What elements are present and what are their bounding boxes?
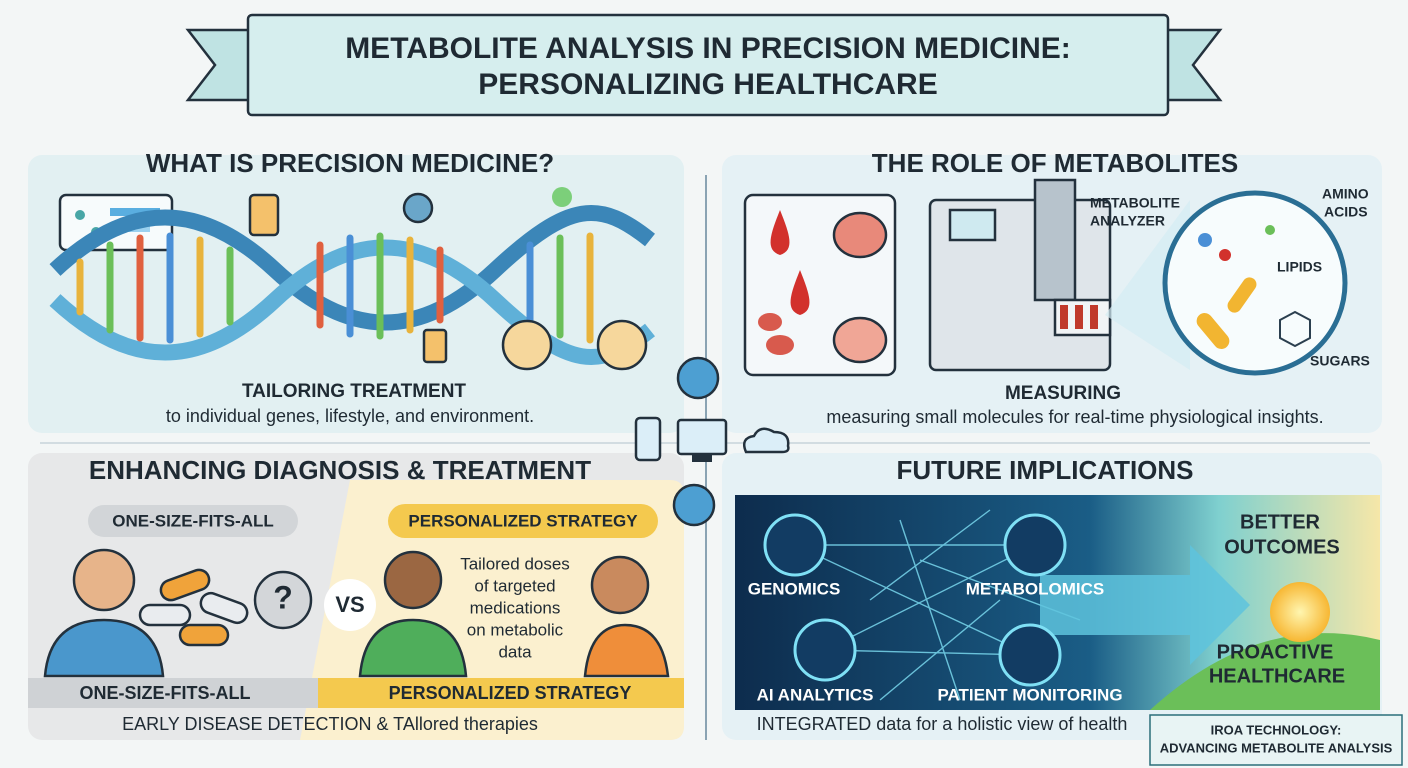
network bbox=[794, 509, 1081, 701]
badge-text: ADVANCING METABOLITE ANALYSIS bbox=[1160, 740, 1393, 755]
title-line: PERSONALIZING HEALTHCARE bbox=[478, 68, 937, 101]
footer-label: PERSONALIZED STRATEGY bbox=[389, 683, 632, 703]
badge-text: IROA TECHNOLOGY: bbox=[1211, 722, 1342, 737]
blood-drop bbox=[770, 210, 790, 255]
badge: ONE-SIZE-FITS-ALL bbox=[112, 511, 273, 530]
label: SUGARS bbox=[1310, 353, 1370, 369]
footer-label: ONE-SIZE-FITS-ALL bbox=[80, 683, 251, 703]
node-label: METABOLOMICS bbox=[966, 579, 1105, 598]
panel-heading: FUTURE IMPLICATIONS bbox=[896, 455, 1193, 485]
outcome: HEALTHCARE bbox=[1209, 665, 1345, 687]
note: of targeted bbox=[474, 576, 555, 595]
pill bbox=[178, 623, 230, 647]
pill-bottle bbox=[248, 193, 280, 237]
badge-box bbox=[1149, 714, 1403, 766]
panel-heading: WHAT IS PRECISION MEDICINE? bbox=[146, 148, 554, 178]
caption-title: TAILORING TREATMENT bbox=[242, 381, 466, 402]
person bbox=[590, 555, 650, 615]
badge: PERSONALIZED STRATEGY bbox=[408, 511, 638, 530]
arrow bbox=[1040, 545, 1250, 665]
panel-heading: ENHANCING DIAGNOSIS & TREATMENT bbox=[89, 455, 591, 485]
blood-drop bbox=[790, 270, 810, 315]
panel-diagnosis: ENHANCING DIAGNOSIS & TREATMENT ONE-SIZE… bbox=[28, 453, 684, 740]
caption-title: MEASURING bbox=[1005, 383, 1121, 404]
label: ANALYZER bbox=[1090, 213, 1165, 229]
panel-heading: THE ROLE OF METABOLITES bbox=[872, 148, 1238, 178]
vs: VS bbox=[335, 592, 364, 617]
label: LIPIDS bbox=[1277, 259, 1322, 275]
title-banner: METABOLITE ANALYSIS IN PRECISION MEDICIN… bbox=[185, 13, 1223, 117]
label: AMINO bbox=[1322, 186, 1369, 202]
cell bbox=[832, 211, 888, 259]
caption: measuring small molecules for real-time … bbox=[826, 407, 1323, 427]
dna-strand bbox=[49, 205, 655, 331]
outcome: BETTER bbox=[1240, 511, 1321, 533]
node-label: PATIENT MONITORING bbox=[937, 685, 1122, 704]
cell bbox=[832, 316, 888, 364]
note: on metabolic bbox=[467, 620, 564, 639]
panel-future: FUTURE IMPLICATIONS GENOMICS METABOLOMIC… bbox=[722, 453, 1403, 766]
pill bbox=[138, 603, 192, 627]
dna-strand bbox=[49, 239, 655, 365]
node-label: AI ANALYTICS bbox=[757, 685, 874, 704]
panel-metabolites: THE ROLE OF METABOLITES METABOLITE ANALY… bbox=[722, 148, 1382, 433]
caption: EARLY DISEASE DETECTION & TAllored thera… bbox=[122, 714, 538, 734]
label: ACIDS bbox=[1324, 204, 1368, 220]
note: data bbox=[498, 642, 532, 661]
label: METABOLITE bbox=[1090, 195, 1180, 211]
panel-precision: WHAT IS PRECISION MEDICINE? TAILORING TR… bbox=[28, 148, 684, 433]
node-label: GENOMICS bbox=[748, 579, 841, 598]
note: Tailored doses bbox=[460, 554, 570, 573]
pill bbox=[199, 591, 249, 625]
dna-rungs bbox=[76, 232, 594, 344]
outcome: OUTCOMES bbox=[1224, 536, 1340, 558]
center-hub bbox=[40, 175, 1370, 740]
question-bubble bbox=[253, 570, 313, 630]
gear bbox=[402, 192, 434, 224]
title-line: METABOLITE ANALYSIS IN PRECISION MEDICIN… bbox=[345, 32, 1071, 65]
pill bbox=[159, 568, 211, 602]
outcome: PROACTIVE bbox=[1217, 641, 1334, 663]
note: medications bbox=[470, 598, 561, 617]
person bbox=[383, 550, 443, 610]
pill-bottle bbox=[422, 328, 448, 364]
person-avatar bbox=[501, 319, 553, 371]
caption: to individual genes, lifestyle, and envi… bbox=[166, 406, 534, 426]
caption: INTEGRATED data for a holistic view of h… bbox=[757, 714, 1128, 734]
svg-text:?: ? bbox=[273, 579, 293, 615]
person bbox=[72, 548, 136, 612]
person-avatar bbox=[596, 319, 648, 371]
